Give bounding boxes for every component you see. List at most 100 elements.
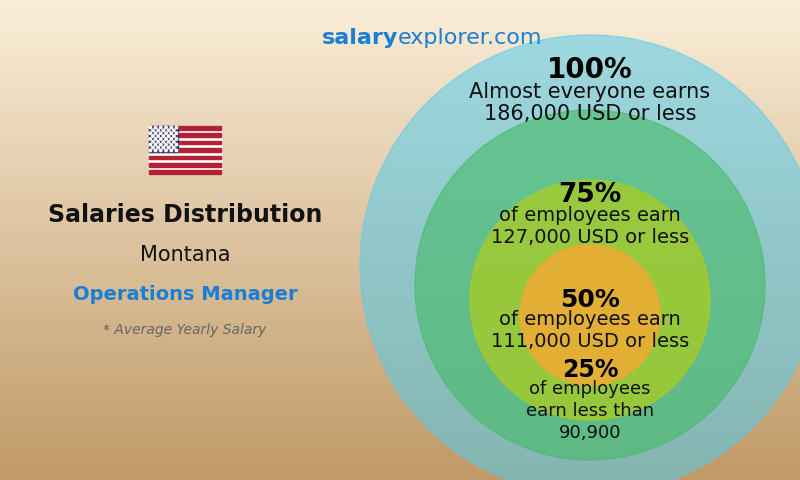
Circle shape xyxy=(149,149,151,152)
Bar xyxy=(0,209,800,211)
Bar xyxy=(0,358,800,360)
Bar xyxy=(0,437,800,439)
Bar xyxy=(0,382,800,384)
Bar xyxy=(0,178,800,180)
Text: * Average Yearly Salary: * Average Yearly Salary xyxy=(103,323,266,337)
Bar xyxy=(0,403,800,406)
Bar xyxy=(0,170,800,173)
Bar xyxy=(0,456,800,458)
Bar xyxy=(0,43,800,46)
Bar xyxy=(0,293,800,295)
Bar xyxy=(0,283,800,286)
Bar xyxy=(0,67,800,70)
Bar xyxy=(0,454,800,456)
Bar xyxy=(0,103,800,106)
Bar xyxy=(0,70,800,72)
Bar xyxy=(149,148,221,152)
Text: 75%: 75% xyxy=(558,182,622,208)
Circle shape xyxy=(167,129,170,132)
Bar xyxy=(0,216,800,218)
Bar xyxy=(0,463,800,466)
Bar xyxy=(0,420,800,422)
Circle shape xyxy=(170,132,173,134)
Bar xyxy=(149,163,221,167)
Bar xyxy=(0,250,800,252)
Bar xyxy=(0,418,800,420)
Bar xyxy=(0,372,800,374)
Bar xyxy=(0,101,800,103)
Circle shape xyxy=(165,149,167,152)
Bar xyxy=(0,317,800,319)
Bar xyxy=(0,139,800,142)
Bar xyxy=(149,126,221,130)
Bar xyxy=(0,0,800,2)
Bar xyxy=(0,374,800,377)
Bar xyxy=(0,310,800,312)
Bar xyxy=(0,5,800,7)
Bar xyxy=(0,458,800,461)
Bar xyxy=(0,120,800,122)
Bar xyxy=(0,58,800,60)
Bar xyxy=(0,319,800,322)
Text: 127,000 USD or less: 127,000 USD or less xyxy=(491,228,689,247)
Bar xyxy=(0,185,800,187)
Circle shape xyxy=(157,129,159,132)
Bar xyxy=(0,82,800,84)
Bar xyxy=(0,362,800,365)
Bar xyxy=(0,199,800,202)
Bar xyxy=(0,161,800,163)
Bar xyxy=(0,367,800,370)
Bar xyxy=(0,398,800,401)
Bar xyxy=(0,466,800,468)
Bar xyxy=(0,228,800,230)
Bar xyxy=(0,394,800,396)
Bar xyxy=(0,425,800,427)
Bar xyxy=(0,168,800,170)
Bar xyxy=(0,190,800,192)
Bar xyxy=(0,233,800,235)
Circle shape xyxy=(154,138,157,140)
Bar xyxy=(0,257,800,259)
Bar xyxy=(0,221,800,223)
Bar xyxy=(0,350,800,353)
Bar xyxy=(0,202,800,204)
Bar xyxy=(0,254,800,257)
Circle shape xyxy=(159,132,162,134)
Bar xyxy=(0,17,800,19)
Bar xyxy=(0,197,800,199)
Circle shape xyxy=(157,135,159,137)
Circle shape xyxy=(170,144,173,146)
Bar xyxy=(0,262,800,264)
Bar xyxy=(0,158,800,161)
Circle shape xyxy=(152,146,154,149)
Bar xyxy=(0,180,800,182)
Bar xyxy=(0,142,800,144)
Bar xyxy=(0,384,800,386)
Bar xyxy=(0,211,800,214)
Bar xyxy=(0,194,800,197)
Circle shape xyxy=(165,126,167,129)
Bar xyxy=(0,470,800,473)
Circle shape xyxy=(167,146,170,149)
Bar xyxy=(0,134,800,137)
Bar xyxy=(0,264,800,266)
Circle shape xyxy=(154,126,157,129)
Bar xyxy=(0,10,800,12)
Bar xyxy=(0,430,800,432)
Text: of employees: of employees xyxy=(530,380,650,398)
Bar xyxy=(0,137,800,139)
Bar xyxy=(0,295,800,298)
Bar xyxy=(0,218,800,221)
Bar xyxy=(0,89,800,91)
Bar xyxy=(0,379,800,382)
Bar xyxy=(0,96,800,98)
Bar xyxy=(0,444,800,446)
Bar xyxy=(0,353,800,355)
Bar xyxy=(0,163,800,166)
Bar xyxy=(0,322,800,324)
Circle shape xyxy=(152,129,154,132)
Bar xyxy=(0,396,800,398)
Bar xyxy=(0,415,800,418)
Bar xyxy=(0,113,800,115)
Bar xyxy=(0,410,800,413)
